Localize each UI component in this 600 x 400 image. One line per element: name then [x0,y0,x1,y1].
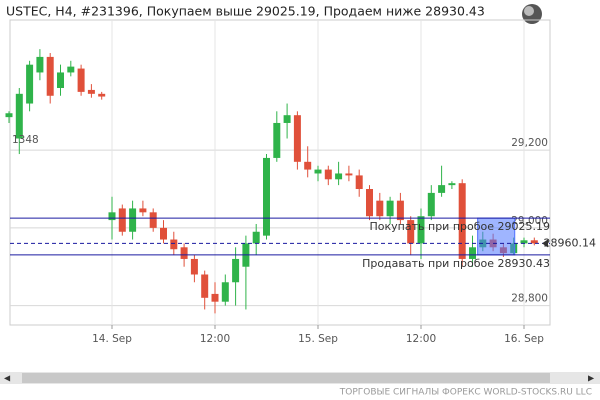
candle-body [448,183,456,186]
x-tick-label: 12:00 [406,333,436,345]
candle-body [283,115,291,123]
y-tick-label: 29,200 [511,137,548,149]
candle-body [427,192,435,217]
candle-body [180,247,188,259]
candle-body [530,240,538,244]
candle-body [314,169,322,174]
annotation: 1348 [12,134,39,146]
candle-body [252,231,260,244]
candle-body [335,173,343,180]
candle-body [221,282,229,302]
candle-body [160,227,167,240]
scroll-right[interactable]: ▶ [588,374,595,383]
candle-body [201,274,209,298]
candle-body [87,89,95,94]
candle-body [67,66,75,73]
y-tick-label: 28,800 [511,293,548,305]
candle-body [366,189,373,217]
candle-body [396,200,404,221]
scrollbar-thumb[interactable] [22,373,550,383]
level-label: Покупать при пробое 29025.19 [370,220,550,233]
candle-body [355,175,363,190]
candle-body [469,247,476,259]
candle-body [149,212,157,228]
candle-body [293,115,301,162]
candle-body [386,200,394,217]
candle-body [5,113,13,118]
candle-body [98,93,106,97]
candle-body [77,68,85,92]
globe-icon[interactable] [522,4,542,24]
candle-body [36,56,44,73]
candle-body [129,208,137,232]
candle-body [118,208,126,232]
candle-body [376,200,384,217]
candle-body [15,93,23,139]
candle-body [520,240,528,244]
candle-body [438,185,446,193]
scroll-left[interactable]: ◀ [4,374,11,383]
level-label: Продавать при пробое 28930.43 [362,257,550,270]
candle-body [139,208,147,213]
candle-body [108,212,116,221]
candle-body [190,258,198,275]
candle-body [26,64,34,104]
candle-body [345,173,353,176]
current-price-label: 28960.14 [544,236,597,249]
candle-body [170,239,178,250]
x-tick-label: 14. Sep [92,333,132,345]
candle-body [407,220,415,244]
candle-body [273,122,281,158]
chart-title: USTEC, H4, #231396, Покупаем выше 29025.… [6,4,485,19]
candle-body [458,183,466,259]
x-tick-label: 12:00 [200,333,230,345]
candle-body [211,293,219,302]
candle-body [46,56,54,96]
candle-body [232,258,240,283]
x-tick-label: 15. Sep [298,333,338,345]
signal-box [477,217,516,256]
candle-body [263,157,270,236]
price-arrow [542,239,548,248]
plot-frame [9,19,551,326]
candle-body [304,161,312,170]
candle-body [57,72,64,88]
footer: ТОРГОВЫЕ СИГНАЛЫ ФОРЕКС WORLD-STOCKS.RU … [339,388,592,398]
candle-body [324,169,332,180]
x-tick-label: 16. Sep [504,333,544,345]
candle-body [417,216,425,244]
